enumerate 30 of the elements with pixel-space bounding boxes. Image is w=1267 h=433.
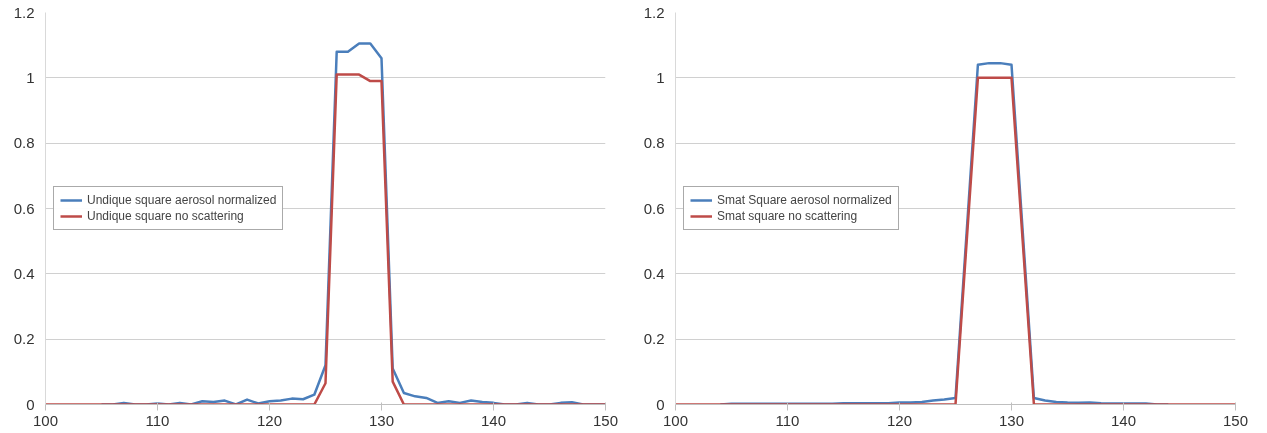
y-tick-label: 0.4 [13, 264, 35, 282]
x-tick-label: 100 [662, 411, 689, 429]
x-tick-label: 150 [1222, 411, 1249, 429]
x-tick-label: 120 [886, 411, 913, 429]
y-tick-label: 0.2 [13, 330, 35, 348]
y-tick-label: 0.6 [643, 199, 665, 217]
y-tick-label: 0.4 [643, 264, 665, 282]
x-tick-label: 120 [256, 411, 283, 429]
x-tick-label: 140 [480, 411, 507, 429]
y-tick-label: 0.8 [13, 134, 35, 152]
x-tick-label: 130 [998, 411, 1025, 429]
y-tick-label: 1 [26, 68, 35, 86]
x-tick-label: 110 [775, 411, 800, 429]
x-tick-label: 100 [32, 411, 59, 429]
legend-label: Smat Square aerosol normalized [717, 193, 892, 207]
x-tick-label: 130 [368, 411, 395, 429]
y-tick-label: 0.2 [643, 330, 665, 348]
y-tick-label: 0.6 [13, 199, 35, 217]
y-tick-label: 1.2 [643, 3, 665, 21]
y-tick-label: 1.2 [13, 3, 35, 21]
legend-label: Undique square aerosol normalized [87, 193, 277, 207]
x-tick-label: 140 [1110, 411, 1137, 429]
x-tick-label: 150 [592, 411, 619, 429]
y-tick-label: 0.8 [643, 134, 665, 152]
y-tick-label: 0 [26, 395, 35, 413]
y-tick-label: 0 [656, 395, 665, 413]
legend-label: Smat square no scattering [717, 209, 858, 223]
y-tick-label: 1 [656, 68, 665, 86]
legend-label: Undique square no scattering [87, 209, 244, 223]
x-tick-label: 110 [145, 411, 170, 429]
